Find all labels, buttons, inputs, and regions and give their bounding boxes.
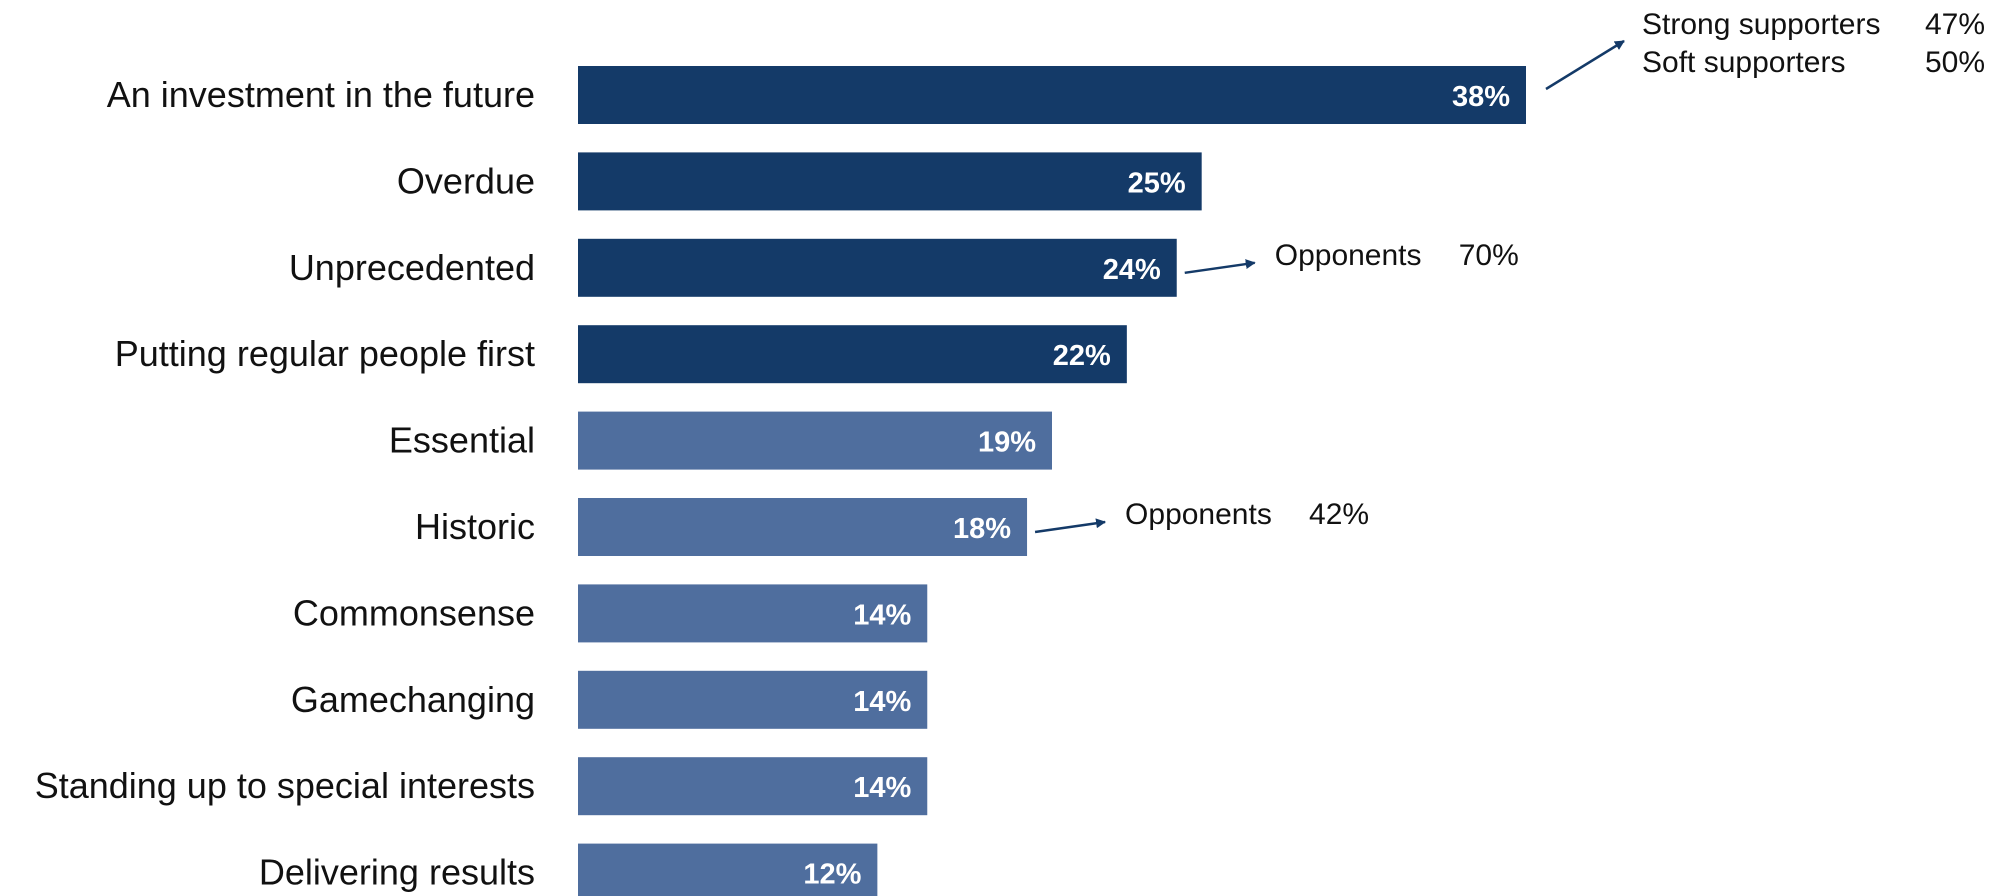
annotations-layer: Strong supporters 47% Soft supporters 50% Op… — [1034, 8, 1985, 534]
category-label-historic: Historic — [415, 506, 535, 547]
bar-putting-regular-people-first — [578, 325, 1127, 384]
annotation-value: 47% — [1925, 8, 1985, 41]
annotation-arrow-historic — [1034, 518, 1107, 534]
annotation-value: 42% — [1309, 498, 1369, 531]
annotation-label: Opponents — [1275, 239, 1422, 272]
annotation-historic: Opponents 42% — [1034, 498, 1369, 534]
value-label-standing-up-to-special-interests: 14% — [853, 772, 911, 804]
bar-commonsense — [578, 584, 928, 643]
annotation-label: Strong supporters — [1642, 8, 1880, 41]
category-labels-layer: An investment in the future Overdue Unprec… — [35, 74, 535, 893]
category-label-standing-up-to-special-interests: Standing up to special interests — [35, 765, 535, 806]
category-label-delivering-results: Delivering results — [259, 852, 535, 893]
bar-historic — [578, 498, 1028, 556]
bar-unprecedented — [578, 238, 1177, 297]
annotation-arrow-an-investment-in-the-future — [1545, 39, 1625, 91]
value-label-delivering-results: 12% — [803, 859, 861, 891]
value-label-essential: 19% — [978, 427, 1036, 459]
bar-gamechanging — [578, 670, 928, 729]
annotation-value: 70% — [1459, 239, 1519, 272]
value-labels-layer: 38% 25% 24% 22% 19% 18% 14% 14% 14% 12% — [803, 81, 1510, 891]
annotation-label: Soft supporters — [1642, 46, 1845, 79]
value-label-an-investment-in-the-future: 38% — [1452, 81, 1510, 113]
bar-delivering-results — [578, 843, 878, 896]
annotation-an-investment-in-the-future: Strong supporters 47% Soft supporters 50% — [1545, 8, 1985, 91]
value-label-historic: 18% — [953, 513, 1011, 545]
value-label-unprecedented: 24% — [1103, 254, 1161, 286]
category-label-unprecedented: Unprecedented — [289, 247, 535, 288]
bar-overdue — [578, 152, 1202, 211]
value-label-gamechanging: 14% — [853, 686, 911, 718]
value-label-overdue: 25% — [1128, 167, 1186, 199]
category-label-essential: Essential — [389, 420, 535, 461]
category-label-commonsense: Commonsense — [293, 592, 535, 633]
bar-an-investment-in-the-future — [578, 66, 1526, 124]
bars-layer — [578, 66, 1526, 896]
bar-standing-up-to-special-interests — [578, 757, 928, 816]
annotation-value: 50% — [1925, 46, 1985, 79]
category-label-overdue: Overdue — [397, 160, 535, 201]
annotation-arrow-unprecedented — [1184, 259, 1256, 275]
annotation-unprecedented: Opponents 70% — [1184, 239, 1519, 275]
value-label-commonsense: 14% — [853, 599, 911, 631]
value-label-putting-regular-people-first: 22% — [1053, 340, 1111, 372]
annotation-label: Opponents — [1125, 498, 1272, 531]
category-label-putting-regular-people-first: Putting regular people first — [115, 333, 535, 374]
bar-essential — [578, 411, 1052, 470]
category-label-an-investment-in-the-future: An investment in the future — [107, 74, 535, 115]
category-label-gamechanging: Gamechanging — [291, 679, 535, 720]
